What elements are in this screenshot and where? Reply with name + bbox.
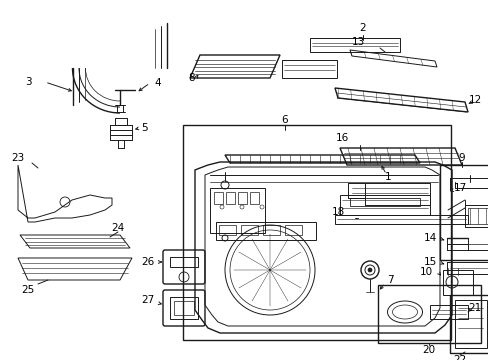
Bar <box>263 225 280 235</box>
Text: 22: 22 <box>452 355 466 360</box>
Bar <box>216 222 315 240</box>
Bar <box>241 225 258 235</box>
Text: 23: 23 <box>11 153 24 163</box>
Bar <box>429 305 467 319</box>
Bar <box>339 195 429 215</box>
Text: 16: 16 <box>335 133 348 143</box>
Bar <box>467 208 488 224</box>
Text: 18: 18 <box>331 207 344 217</box>
Text: 3: 3 <box>24 77 31 87</box>
Bar <box>464 205 488 227</box>
Text: 1: 1 <box>384 172 390 182</box>
Text: 17: 17 <box>452 183 466 193</box>
Bar <box>225 192 235 204</box>
Bar <box>219 225 236 235</box>
Text: 7: 7 <box>386 275 392 285</box>
Text: 2: 2 <box>359 23 366 33</box>
Text: 14: 14 <box>423 233 436 243</box>
Text: 20: 20 <box>422 345 435 355</box>
Text: 13: 13 <box>351 37 364 47</box>
Bar <box>454 300 486 348</box>
Text: 12: 12 <box>468 95 481 105</box>
Bar <box>238 192 246 204</box>
Text: 21: 21 <box>468 303 481 313</box>
Bar <box>115 118 127 125</box>
Bar <box>449 295 488 353</box>
Text: 15: 15 <box>423 257 436 267</box>
Circle shape <box>367 268 371 272</box>
Bar <box>209 188 264 233</box>
Bar <box>249 192 259 204</box>
Bar <box>174 301 194 315</box>
Bar <box>214 192 223 204</box>
Bar <box>183 125 450 340</box>
Bar <box>377 285 480 343</box>
Text: 9: 9 <box>458 153 465 163</box>
Text: 6: 6 <box>281 115 288 125</box>
Bar <box>170 257 198 267</box>
Bar <box>446 262 488 274</box>
Bar <box>349 198 419 206</box>
Text: 27: 27 <box>141 295 154 305</box>
Text: 5: 5 <box>142 123 148 133</box>
Bar <box>285 225 302 235</box>
Bar <box>282 60 336 78</box>
Bar <box>334 215 467 224</box>
Text: 4: 4 <box>154 78 161 88</box>
Text: 26: 26 <box>141 257 154 267</box>
Text: 10: 10 <box>419 267 432 277</box>
Bar <box>442 270 472 295</box>
Text: 8: 8 <box>188 73 195 83</box>
Bar <box>439 165 488 260</box>
Bar <box>170 297 198 319</box>
Text: 25: 25 <box>21 285 35 295</box>
Bar <box>309 38 399 52</box>
Text: 24: 24 <box>111 223 124 233</box>
